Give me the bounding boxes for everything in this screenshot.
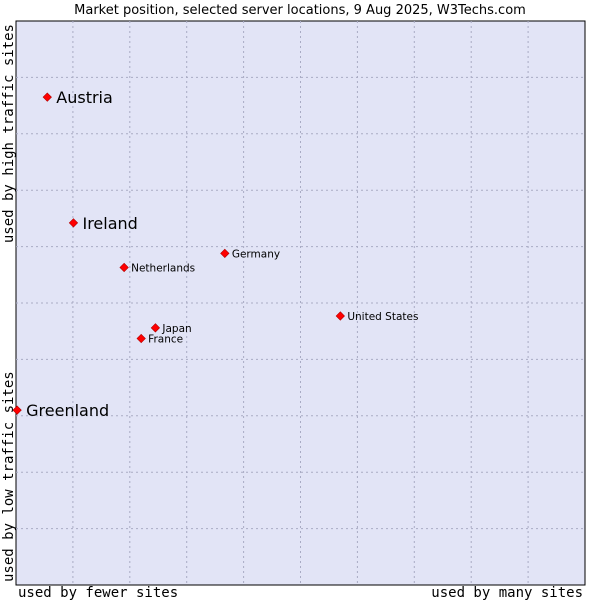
point-marker-austria	[42, 92, 52, 102]
data-points: Austria Ireland Germany Netherlands United S…	[12, 88, 418, 420]
chart-title: Market position, selected server locatio…	[74, 3, 526, 18]
y-axis-label-high: used by high traffic sites	[1, 24, 17, 243]
point-label-japan: Japan	[161, 323, 191, 335]
point-label-ireland: Ireland	[82, 214, 137, 233]
point-marker-greenland	[12, 405, 22, 415]
point-label-netherlands: Netherlands	[131, 262, 195, 274]
point-label-france: France	[148, 334, 183, 346]
point-marker-germany	[220, 248, 230, 258]
point-marker-netherlands	[119, 262, 129, 273]
x-axis-label-low: used by fewer sites	[18, 585, 178, 600]
point-label-austria: Austria	[56, 88, 113, 107]
point-marker-france	[136, 333, 146, 344]
grid	[16, 21, 585, 585]
point-marker-united-states	[335, 311, 345, 321]
x-axis-label-high: used by many sites	[431, 585, 583, 600]
point-label-greenland: Greenland	[26, 401, 109, 420]
point-label-united-states: United States	[347, 311, 418, 323]
point-marker-japan	[150, 323, 161, 333]
point-label-germany: Germany	[232, 248, 280, 260]
point-marker-ireland	[68, 218, 79, 228]
y-axis-label-low: used by low traffic sites	[1, 371, 17, 582]
